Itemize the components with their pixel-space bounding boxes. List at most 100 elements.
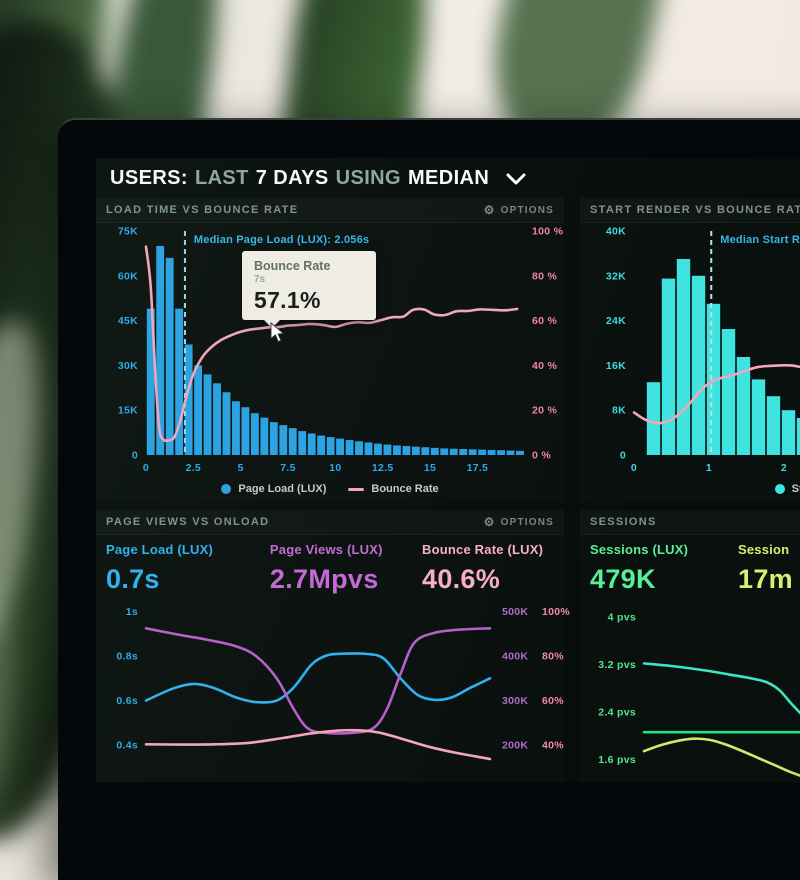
svg-text:30K: 30K xyxy=(118,360,138,372)
svg-text:40%: 40% xyxy=(542,740,564,752)
panel-load-time-header: LOAD TIME VS BOUNCE RATE ⚙︎ OPTIONS xyxy=(96,198,564,223)
svg-text:0 %: 0 % xyxy=(532,450,551,462)
svg-text:400K: 400K xyxy=(502,651,528,663)
tooltip-title: Bounce Rate xyxy=(254,259,366,273)
legend-line-icon xyxy=(348,488,364,491)
panel-title: LOAD TIME VS BOUNCE RATE xyxy=(106,204,298,216)
svg-text:1s: 1s xyxy=(126,606,138,618)
svg-text:100 %: 100 % xyxy=(532,226,564,238)
metric-value: 0.7s xyxy=(106,564,270,595)
svg-text:60 %: 60 % xyxy=(532,315,557,327)
start-render-legend: Start Rende xyxy=(580,477,800,501)
panel-title: PAGE VIEWS VS ONLOAD xyxy=(106,516,269,528)
panel-sessions: SESSIONS Sessions (LUX) 479K Session 17m xyxy=(580,510,800,782)
svg-text:15K: 15K xyxy=(118,405,138,417)
panel-page-views-header: PAGE VIEWS VS ONLOAD ⚙︎ OPTIONS xyxy=(96,510,564,535)
svg-text:0: 0 xyxy=(132,450,138,462)
chart-tooltip: Bounce Rate 7s 57.1% xyxy=(242,251,376,320)
svg-text:300K: 300K xyxy=(502,695,528,707)
options-button[interactable]: ⚙︎ OPTIONS xyxy=(484,516,554,528)
svg-text:7.5: 7.5 xyxy=(280,462,296,474)
header-dropdown[interactable]: USERS: LAST 7 DAYS USING MEDIAN xyxy=(96,158,800,198)
metric-page-views: Page Views (LUX) 2.7Mpvs xyxy=(270,542,422,593)
svg-text:60K: 60K xyxy=(118,270,138,282)
tooltip-value: 57.1% xyxy=(254,287,366,314)
svg-text:20 %: 20 % xyxy=(532,405,557,417)
legend-item-start-render[interactable]: Start Rende xyxy=(775,483,800,495)
metric-value: 17m xyxy=(738,564,800,595)
metric-session-length: Session 17m xyxy=(738,542,800,593)
svg-text:5: 5 xyxy=(238,462,244,474)
gear-icon: ⚙︎ xyxy=(484,204,496,216)
load-time-legend: Page Load (LUX) Bounce Rate xyxy=(96,477,564,501)
svg-text:24K: 24K xyxy=(606,315,626,327)
tooltip-subtitle: 7s xyxy=(254,274,366,285)
svg-text:16K: 16K xyxy=(606,360,626,372)
panel-title: SESSIONS xyxy=(590,516,657,528)
svg-text:Median Page Load (LUX): 2.056s: Median Page Load (LUX): 2.056s xyxy=(194,234,369,246)
metric-label: Page Views (LUX) xyxy=(270,542,422,557)
panel-title: START RENDER VS BOUNCE RATE xyxy=(590,204,800,216)
metric-value: 479K xyxy=(590,564,738,595)
svg-text:200K: 200K xyxy=(502,740,528,752)
header-prefix: USERS: xyxy=(110,167,188,190)
panel-sessions-header: SESSIONS xyxy=(580,510,800,535)
metric-page-load: Page Load (LUX) 0.7s xyxy=(106,542,270,593)
svg-text:2.5: 2.5 xyxy=(186,462,202,474)
legend-dot-icon xyxy=(221,484,231,494)
svg-text:Median Start Rende: Median Start Rende xyxy=(720,234,800,246)
svg-text:1: 1 xyxy=(706,462,712,474)
legend-label: Bounce Rate xyxy=(371,483,438,495)
svg-text:0: 0 xyxy=(620,450,626,462)
svg-text:8K: 8K xyxy=(612,405,626,417)
metric-label: Sessions (LUX) xyxy=(590,542,738,557)
svg-text:0: 0 xyxy=(143,462,149,474)
metric-bounce-rate: Bounce Rate (LUX) 40.6% xyxy=(422,542,564,593)
svg-text:0.8s: 0.8s xyxy=(116,651,138,663)
options-label: OPTIONS xyxy=(501,517,554,528)
svg-text:2: 2 xyxy=(781,462,787,474)
svg-text:15: 15 xyxy=(424,462,436,474)
header-metric-value: MEDIAN xyxy=(408,167,489,190)
svg-text:2.4 pvs: 2.4 pvs xyxy=(598,707,636,719)
header-using-label: USING xyxy=(336,167,401,190)
dashboard: USERS: LAST 7 DAYS USING MEDIAN LOAD TIM… xyxy=(96,158,800,782)
chevron-down-icon[interactable] xyxy=(506,173,526,185)
svg-text:0.6s: 0.6s xyxy=(116,695,138,707)
page-views-chart: 1s0.8s0.6s0.4s500K400K300K200K100%80%60%… xyxy=(102,595,558,771)
panel-grid: LOAD TIME VS BOUNCE RATE ⚙︎ OPTIONS 0 15K… xyxy=(96,198,800,782)
svg-text:60%: 60% xyxy=(542,695,564,707)
metric-label: Session xyxy=(738,542,800,557)
svg-text:12.5: 12.5 xyxy=(372,462,394,474)
svg-text:10: 10 xyxy=(329,462,341,474)
metric-sessions: Sessions (LUX) 479K xyxy=(590,542,738,593)
panel-start-render: START RENDER VS BOUNCE RATE 0 8K 16K 24K 32K… xyxy=(580,198,800,502)
sessions-metrics: Sessions (LUX) 479K Session 17m xyxy=(580,535,800,593)
laptop-screen: USERS: LAST 7 DAYS USING MEDIAN LOAD TIM… xyxy=(58,118,800,880)
options-button[interactable]: ⚙︎ OPTIONS xyxy=(484,204,554,216)
metric-label: Page Load (LUX) xyxy=(106,542,270,557)
page-views-metrics: Page Load (LUX) 0.7s Page Views (LUX) 2.… xyxy=(96,535,564,593)
metric-value: 2.7Mpvs xyxy=(270,564,422,595)
legend-label: Start Rende xyxy=(792,483,800,495)
svg-text:75K: 75K xyxy=(118,226,138,238)
svg-text:80%: 80% xyxy=(542,651,564,663)
svg-text:500K: 500K xyxy=(502,606,528,618)
panel-start-render-header: START RENDER VS BOUNCE RATE xyxy=(580,198,800,223)
svg-text:32K: 32K xyxy=(606,270,626,282)
svg-text:100%: 100% xyxy=(542,606,570,618)
svg-text:40 %: 40 % xyxy=(532,360,557,372)
metric-value: 40.6% xyxy=(422,564,564,595)
svg-text:80 %: 80 % xyxy=(532,270,557,282)
svg-text:40K: 40K xyxy=(606,226,626,238)
legend-item-bounce-rate[interactable]: Bounce Rate xyxy=(348,483,438,495)
legend-item-page-load[interactable]: Page Load (LUX) xyxy=(221,483,326,495)
svg-text:0.4s: 0.4s xyxy=(116,740,138,752)
metric-label: Bounce Rate (LUX) xyxy=(422,542,564,557)
svg-text:4 pvs: 4 pvs xyxy=(608,612,636,624)
